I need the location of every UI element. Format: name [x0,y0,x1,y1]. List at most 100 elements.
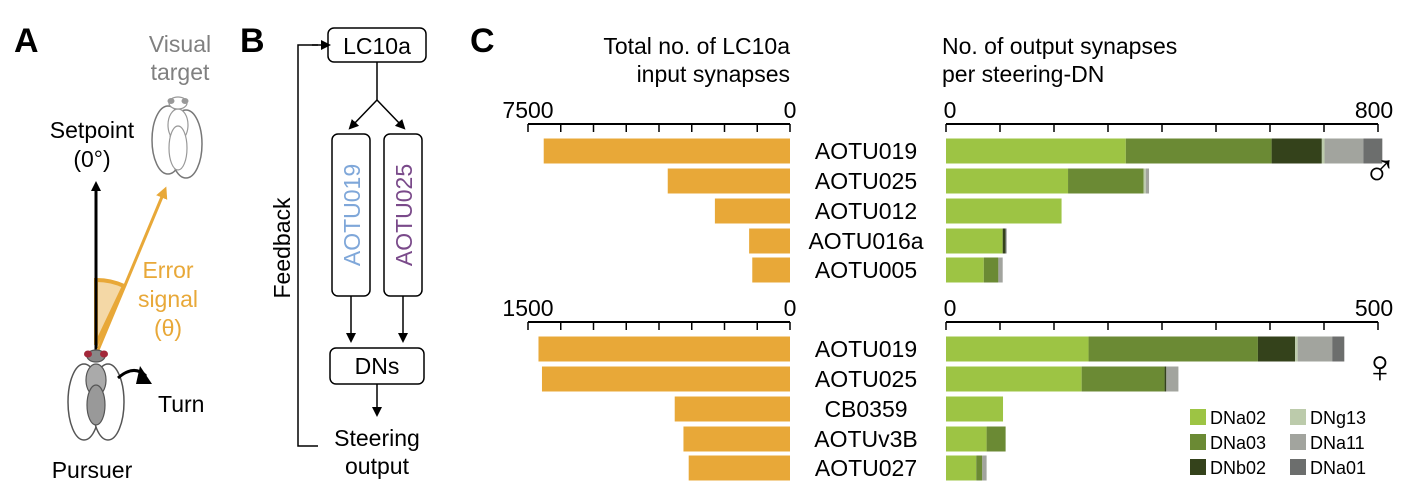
lc10a-input-bar [714,198,790,224]
left-title-line1: Total no. of LC10a [603,33,790,59]
error-label-line1: Error [142,257,193,283]
bar-dna02 [946,168,1069,194]
legend-label-dnb02: DNb02 [1210,458,1266,478]
pursuer-label: Pursuer [52,457,133,483]
legend-label-dna03: DNa03 [1210,433,1266,453]
steering-label-line1: Steering [334,425,420,451]
lc10a-label: LC10a [343,33,411,59]
lc10a-input-bar [543,138,790,164]
dns-label: DNs [355,353,400,379]
right-axis-tick-label: 0 [944,97,957,123]
right-title-line1: No. of output synapses [942,33,1177,59]
bar-dna02 [946,366,1082,392]
bar-dna11 [998,257,1003,283]
legend-swatch-dna02 [1190,409,1206,425]
chart-male: 7500 0 0 800 AOTU019 AOTU025 AOTU012 AOTU016a AO… [502,97,1393,283]
female-symbol: ♀ [1363,340,1398,392]
legend-swatch-dna03 [1190,434,1206,450]
bar-dnb02 [1257,336,1296,362]
category-label: AOTU019 [815,336,917,362]
bar-dna03 [1088,336,1258,362]
bar-dna01 [1005,228,1007,254]
category-label: AOTU019 [815,138,917,164]
left-axis-tick-label: 1500 [502,295,553,321]
legend-label-dna01: DNa01 [1310,458,1366,478]
lc10a-input-bar [674,396,790,422]
error-angle-wedge [94,277,127,346]
bar-dna02 [946,257,984,283]
lc10a-input-bar [538,336,790,362]
category-label: AOTU016a [808,228,923,254]
bar-dna11 [1145,168,1150,194]
lc10a-input-bar [541,366,790,392]
bar-dna03 [986,426,1006,452]
category-label: AOTU005 [815,257,917,283]
turn-label: Turn [158,391,204,417]
bar-dnb02 [1164,366,1167,392]
lc10a-input-bar [667,168,790,194]
bar-dng13 [1295,336,1298,362]
setpoint-label-line1: Setpoint [50,117,135,143]
right-title-line2: per steering-DN [942,61,1104,87]
lc10a-input-bar [752,257,790,283]
category-label: AOTU027 [815,455,917,481]
right-axis-tick-label: 500 [1355,295,1393,321]
bar-dna03 [983,257,999,283]
aotu025-label: AOTU025 [391,164,417,266]
bar-dna03 [976,455,983,481]
pursuer-fly-icon [67,349,125,441]
error-arrow [96,186,168,351]
legend-label-dna02: DNa02 [1210,408,1266,428]
bar-dna02 [946,198,1062,224]
bar-dna02 [946,138,1126,164]
right-axis-tick-label: 0 [944,295,957,321]
error-label-line3: (θ) [154,315,182,341]
legend-swatch-dna11 [1290,434,1306,450]
chart-female: 1500 0 0 500 AOTU019 AOTU025 CB0359 AOTUv3B AOTU… [502,295,1393,481]
bar-dna11 [1324,138,1364,164]
panel-a-letter: A [14,22,39,60]
target-label-line2: target [151,59,210,85]
steering-label-line2: output [345,453,410,479]
category-label: AOTU012 [815,198,917,224]
setpoint-label-line2: (0°) [73,146,110,172]
target-fly-icon [151,96,203,179]
bar-dna02 [946,426,987,452]
left-axis-tick-label: 0 [784,97,797,123]
legend: DNa02 DNg13 DNa03 DNa11 DNb02 DNa01 [1190,408,1366,478]
male-symbol: ♂ [1363,144,1398,196]
legend-swatch-dnb02 [1190,459,1206,475]
category-label: AOTU025 [815,366,917,392]
legend-label-dng13: DNg13 [1310,408,1366,428]
lc10a-input-bar [683,426,790,452]
bar-dna01 [1332,336,1345,362]
bar-dna03 [1068,168,1144,194]
panel-c-letter: C [470,22,495,60]
bar-dna11 [1166,366,1179,392]
lc10a-input-bar [749,228,790,254]
category-label: AOTUv3B [814,426,918,452]
aotu019-label: AOTU019 [339,164,365,266]
panel-a: A Visual target Setpoint (0°) Error sign… [14,22,211,483]
bar-dnb02 [1002,228,1006,254]
bar-dna02 [946,228,1003,254]
left-title-line2: input synapses [637,61,790,87]
panel-b-letter: B [240,22,265,60]
legend-label-dna11: DNa11 [1310,433,1365,453]
bar-dna03 [1081,366,1165,392]
bar-dna02 [946,396,1004,422]
legend-swatch-dng13 [1290,409,1306,425]
bar-dna01 [1363,138,1383,164]
turn-arrowhead-icon [136,366,152,384]
right-axis-tick-label: 800 [1355,97,1393,123]
panel-b: B LC10a AOTU019 AOTU025 DNs Steering out… [240,22,427,479]
bar-dna02 [946,455,977,481]
bar-dng13 [1143,168,1146,194]
panel-c: C Total no. of LC10a input synapses No. … [470,22,1397,481]
target-label-line1: Visual [149,31,211,57]
bar-dna11 [1297,336,1333,362]
feedback-label: Feedback [269,197,295,299]
bar-dna02 [946,336,1089,362]
left-axis-tick-label: 0 [784,295,797,321]
